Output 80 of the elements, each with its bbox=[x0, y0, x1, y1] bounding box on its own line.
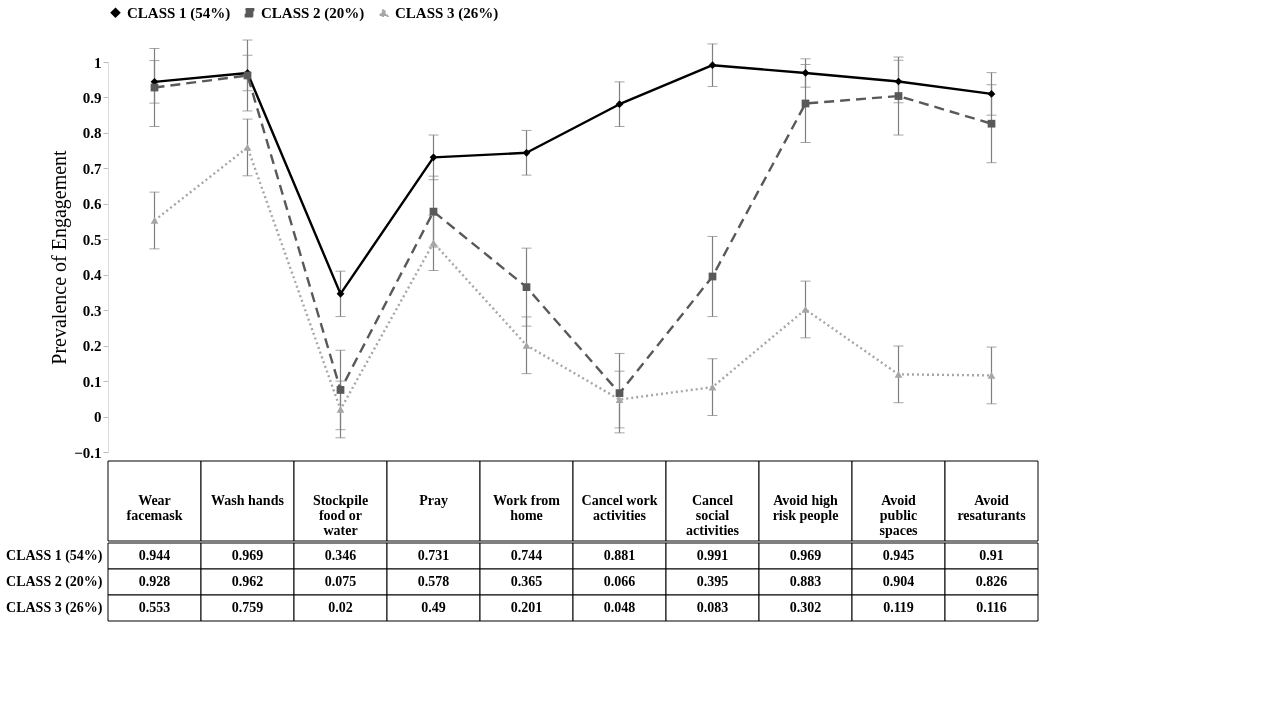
data-label: 0.881 bbox=[603, 548, 636, 563]
x-tick-label: Work from home bbox=[492, 493, 561, 523]
y-tick-label: 0.2 bbox=[82, 338, 102, 355]
data-label: 0.365 bbox=[510, 574, 543, 589]
point bbox=[150, 217, 159, 224]
data-label: 0.744 bbox=[510, 548, 543, 563]
legend-label: CLASS 2 (20%) bbox=[261, 4, 365, 22]
point bbox=[615, 389, 624, 398]
point bbox=[708, 61, 717, 70]
data-label: 0.578 bbox=[417, 574, 450, 589]
text: CLASS 3 (26%) bbox=[6, 600, 103, 615]
point bbox=[987, 90, 996, 98]
y-tick-label: 1 bbox=[94, 54, 102, 71]
x-tick-label: Wash hands bbox=[211, 493, 285, 508]
legend-label: CLASS 1 (54%) bbox=[127, 4, 231, 22]
point bbox=[987, 119, 996, 128]
point bbox=[801, 306, 810, 313]
data-label: 0.116 bbox=[976, 600, 1007, 615]
legend-label: CLASS 3 (26%) bbox=[395, 4, 499, 22]
data-label: 0.201 bbox=[510, 600, 543, 615]
x-tick-label: Stockpile food or water bbox=[312, 493, 369, 538]
point bbox=[615, 396, 624, 403]
data-label: 0.826 bbox=[975, 574, 1008, 589]
data-label: 0.91 bbox=[979, 548, 1004, 563]
data-label: 0.302 bbox=[789, 600, 822, 615]
data-label: 0.969 bbox=[789, 548, 822, 563]
data-label: 0.944 bbox=[138, 548, 171, 563]
y-tick-label: 0.7 bbox=[82, 160, 102, 177]
point bbox=[336, 386, 345, 394]
data-label: 0.553 bbox=[138, 600, 171, 615]
x-tick-label: Avoid high risk people bbox=[772, 493, 839, 523]
data-label: 0.395 bbox=[696, 574, 729, 589]
y-tick-label: 0.8 bbox=[82, 125, 102, 142]
data-label: 0.731 bbox=[417, 548, 450, 563]
y-tick-label: 0.5 bbox=[82, 231, 102, 248]
point bbox=[336, 406, 345, 413]
x-tick-label: Pray bbox=[419, 493, 448, 508]
x-tick-label: Avoid public spaces bbox=[879, 493, 919, 538]
text: CLASS 2 (20%) bbox=[6, 574, 103, 589]
data-label: 0.02 bbox=[328, 600, 353, 615]
data-label: 0.075 bbox=[324, 574, 357, 589]
data-label: 0.49 bbox=[421, 600, 446, 615]
point bbox=[522, 341, 531, 349]
point bbox=[336, 290, 345, 298]
data-label: 0.083 bbox=[696, 600, 729, 615]
data-label: 0.119 bbox=[883, 600, 914, 615]
y-tick-label: −0.1 bbox=[74, 444, 102, 461]
data-label: 0.066 bbox=[603, 574, 636, 589]
text: CLASS 1 (54%) bbox=[6, 548, 103, 563]
y-tick-label: 0.4 bbox=[82, 267, 102, 284]
data-label: 0.883 bbox=[789, 574, 822, 589]
data-label: 0.945 bbox=[882, 548, 915, 563]
point bbox=[801, 69, 810, 77]
point bbox=[894, 92, 903, 100]
x-tick-label: Avoid resaturants bbox=[957, 493, 1027, 523]
data-label: 0.991 bbox=[696, 548, 729, 563]
point bbox=[987, 372, 996, 379]
y-tick-label: 0.9 bbox=[82, 89, 102, 106]
x-tick-label: Wear facemask bbox=[126, 493, 183, 523]
point bbox=[243, 144, 252, 151]
data-label: 0.969 bbox=[231, 548, 264, 563]
y-tick-label: 0.3 bbox=[82, 302, 102, 319]
data-label: 0.759 bbox=[231, 600, 264, 615]
x-tick-label: Cancel social activities bbox=[686, 493, 740, 538]
y-tick-label: 0 bbox=[94, 409, 102, 426]
x-tick-label: Cancel work activities bbox=[581, 493, 658, 523]
point bbox=[522, 148, 531, 157]
y-tick-label: 0.1 bbox=[82, 373, 102, 390]
point bbox=[429, 153, 438, 162]
y-axis-title: Prevalence of Engagement bbox=[48, 149, 72, 365]
y-tick-label: 0.6 bbox=[82, 196, 102, 213]
data-label: 0.904 bbox=[882, 574, 915, 589]
point bbox=[522, 283, 531, 292]
data-label: 0.962 bbox=[231, 574, 264, 589]
data-label: 0.048 bbox=[603, 600, 636, 615]
point bbox=[429, 239, 438, 247]
data-label: 0.928 bbox=[138, 574, 171, 589]
data-label: 0.346 bbox=[324, 548, 357, 563]
point bbox=[615, 100, 624, 109]
point bbox=[894, 371, 903, 378]
